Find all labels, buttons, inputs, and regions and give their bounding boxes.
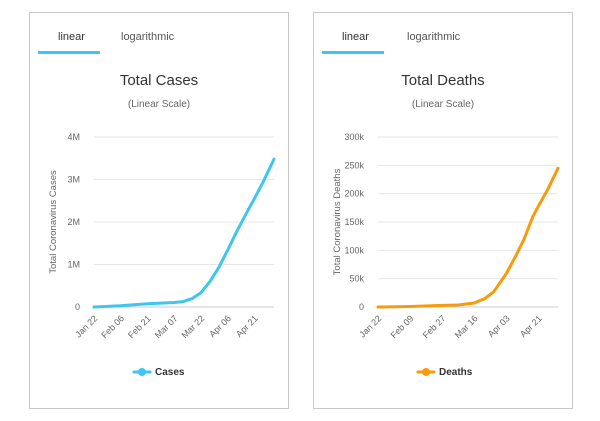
legend-label: Cases — [155, 367, 185, 378]
tab-logarithmic[interactable]: logarithmic — [121, 31, 175, 43]
legend-label: Deaths — [439, 367, 473, 378]
chart-title: Total Cases — [120, 72, 198, 89]
y-axis-title: Total Coronavirus Deaths — [332, 168, 343, 275]
x-tick-label: Mar 07 — [153, 313, 180, 340]
x-tick-label: Apr 21 — [518, 313, 544, 339]
y-tick-label: 150k — [344, 217, 364, 227]
y-tick-label: 1M — [67, 260, 80, 270]
y-tick-label: 3M — [67, 175, 80, 185]
y-tick-label: 250k — [344, 160, 364, 170]
x-tick-label: Apr 06 — [207, 313, 233, 339]
y-tick-label: 50k — [349, 274, 364, 284]
legend-marker — [422, 368, 430, 376]
y-tick-label: 2M — [67, 217, 80, 227]
x-tick-label: Feb 06 — [99, 313, 126, 340]
deaths-chart: Total Deaths (Linear Scale) 0 50k 100k 150k 20… — [332, 72, 560, 378]
scale-tabs: linear logarithmic — [314, 13, 572, 57]
y-tick-label: 0 — [359, 302, 364, 312]
x-tick-label: Mar 22 — [179, 313, 206, 340]
chart-title: Total Deaths — [401, 72, 484, 89]
series-line-deaths — [376, 166, 560, 309]
x-tick-label: Mar 16 — [453, 313, 480, 340]
y-tick-label: 300k — [344, 132, 364, 142]
x-tick-label: Jan 22 — [357, 313, 383, 339]
y-tick-label: 100k — [344, 245, 364, 255]
x-tick-label: Apr 03 — [486, 313, 512, 339]
chart-subtitle: (Linear Scale) — [412, 99, 474, 110]
x-tick-label: Feb 09 — [389, 313, 416, 340]
cases-chart: Total Cases (Linear Scale) 0 1M 2M 3M 4M Total … — [48, 72, 276, 378]
x-tick-label: Feb 27 — [421, 313, 448, 340]
x-tick-label: Feb 21 — [126, 313, 153, 340]
x-tick-label: Apr 21 — [234, 313, 260, 339]
legend-marker — [138, 368, 146, 376]
tab-linear[interactable]: linear — [58, 31, 85, 43]
cases-chart-panel: linear logarithmic Total Cases (Linear Sc… — [29, 12, 289, 409]
chart-subtitle: (Linear Scale) — [128, 99, 190, 110]
series-line-cases — [92, 157, 276, 309]
x-tick-label: Jan 22 — [73, 313, 99, 339]
y-tick-label: 4M — [67, 132, 80, 142]
scale-tabs: linear logarithmic — [30, 13, 288, 57]
deaths-chart-panel: linear logarithmic Total Deaths (Linear S… — [313, 12, 573, 409]
y-tick-label: 0 — [75, 302, 80, 312]
tab-linear[interactable]: linear — [342, 31, 369, 43]
y-axis-title: Total Coronavirus Cases — [48, 170, 59, 274]
active-tab-indicator — [38, 51, 100, 54]
tab-logarithmic[interactable]: logarithmic — [407, 31, 461, 43]
y-tick-label: 200k — [344, 189, 364, 199]
active-tab-indicator — [322, 51, 384, 54]
